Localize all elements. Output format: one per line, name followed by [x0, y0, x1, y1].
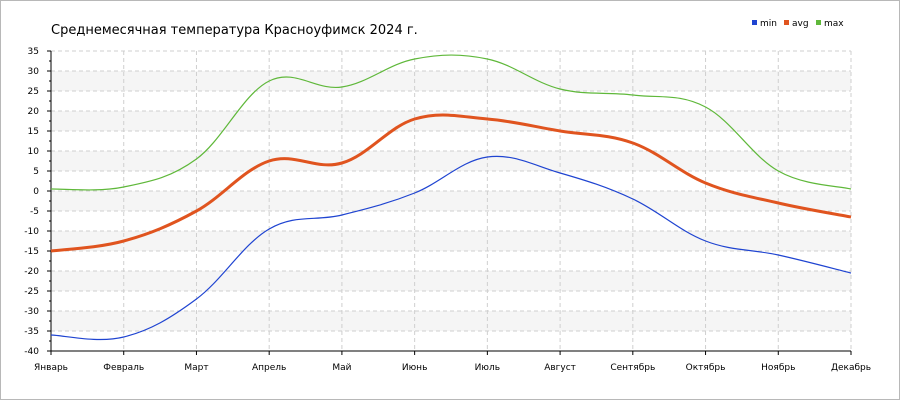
x-tick-label: Август [544, 363, 576, 373]
y-tick-label: 20 [28, 107, 40, 117]
x-tick-label: Сентябрь [610, 363, 655, 373]
plot-band [51, 71, 851, 91]
y-tick-label: -5 [30, 207, 39, 217]
series-line-min [50, 155, 852, 341]
plot-band [51, 151, 851, 171]
y-axis-ticks: 35 30 25 20 15 10 5 0 -5 -10 -15 -20 -25 -30 -35 -40 [24, 47, 51, 357]
chart-title: Среднемесячная температура Красноуфимск … [51, 23, 418, 38]
grid-lines [51, 50, 852, 352]
y-tick-label: 25 [28, 87, 39, 97]
plot-band [51, 271, 851, 291]
plot-band [51, 111, 851, 131]
x-tick-label: Ноябрь [761, 363, 795, 373]
y-tick-label: -35 [24, 327, 39, 337]
y-tick-label: -30 [24, 307, 39, 317]
series-lines [50, 54, 852, 341]
y-tick-label: -10 [24, 227, 39, 237]
y-tick-label: 35 [28, 47, 39, 57]
legend-swatch-max [816, 20, 821, 25]
plot-band [51, 311, 851, 331]
legend-swatch-min [752, 20, 757, 25]
legend: min avg max [752, 19, 844, 29]
legend-label-min: min [760, 19, 777, 29]
plot-band [51, 191, 851, 211]
y-tick-label: 0 [33, 187, 39, 197]
y-tick-label: 30 [28, 67, 40, 77]
series-line-avg [50, 113, 852, 253]
x-tick-label: Декабрь [831, 363, 871, 373]
y-tick-label: -40 [24, 347, 39, 357]
y-tick-label: -15 [24, 247, 39, 257]
legend-label-max: max [824, 19, 844, 29]
x-tick-label: Октябрь [686, 363, 726, 373]
x-tick-label: Май [332, 363, 351, 373]
x-tick-label: Март [184, 363, 208, 373]
x-axis-ticks: Январь Февраль Март Апрель Май Июнь Июль Август… [34, 351, 871, 373]
y-tick-label: 15 [28, 127, 39, 137]
legend-label-avg: avg [792, 19, 809, 29]
plot-band [51, 231, 851, 251]
series-line-max [50, 54, 852, 191]
x-tick-label: Февраль [103, 363, 144, 373]
legend-swatch-avg [784, 20, 789, 25]
x-tick-label: Июль [475, 363, 500, 373]
y-tick-label: -20 [24, 267, 39, 277]
y-tick-label: 10 [28, 147, 40, 157]
x-tick-label: Июнь [402, 363, 428, 373]
y-tick-label: 5 [33, 167, 39, 177]
plot-bands [51, 71, 851, 331]
y-tick-label: -25 [24, 287, 39, 297]
x-tick-label: Январь [34, 363, 68, 373]
x-tick-label: Апрель [252, 363, 286, 373]
